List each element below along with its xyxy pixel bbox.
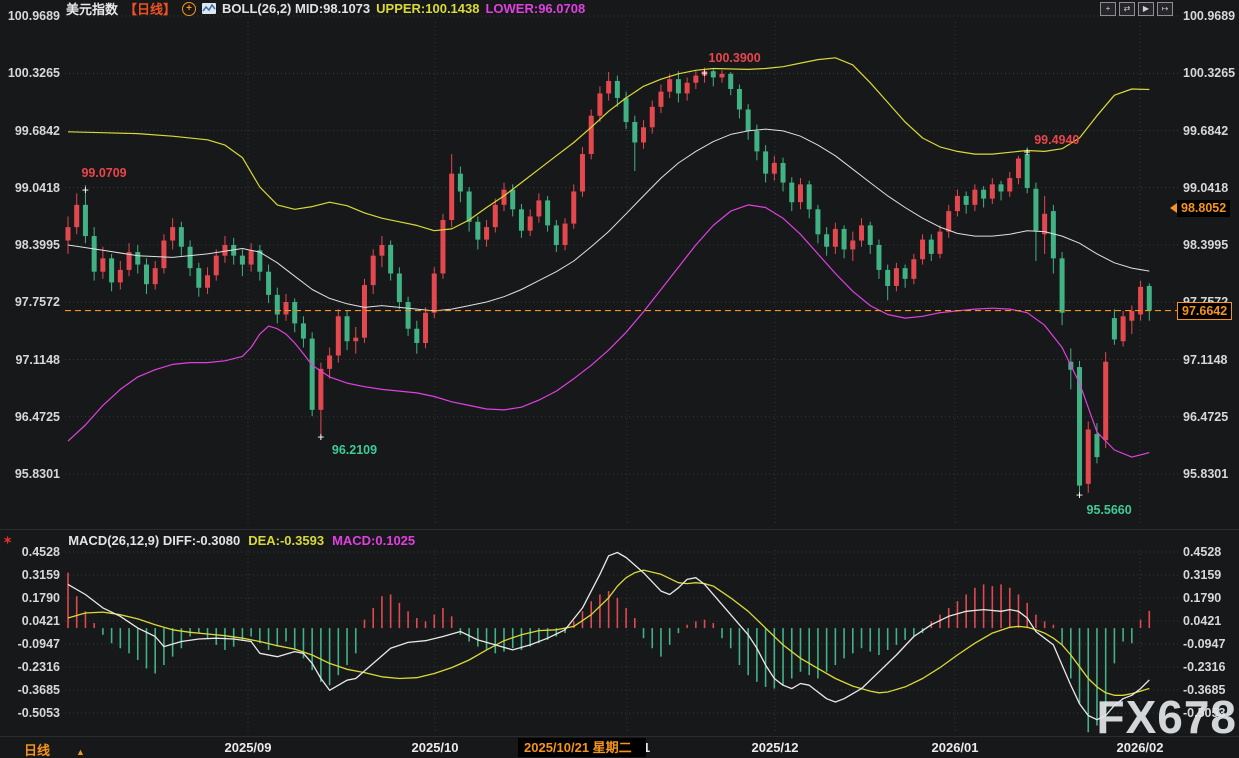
prev-close-badge: 98.8052 bbox=[1170, 199, 1231, 217]
price-axis-label: 100.9689 bbox=[7, 9, 60, 23]
price-axis-label: 100.3265 bbox=[7, 66, 60, 81]
macd-title: MACD(26,12,9) DIFF:-0.3080 bbox=[68, 532, 241, 548]
price-axis-label: 99.6842 bbox=[1183, 123, 1229, 138]
macd-axis-label: 0.1790 bbox=[21, 591, 60, 606]
price-annotation: 95.5660 bbox=[1086, 502, 1132, 517]
playback-icon[interactable]: ▶ bbox=[1138, 2, 1154, 16]
price-annotation: 100.3900 bbox=[708, 50, 761, 65]
macd-axis-label: -0.0947 bbox=[1183, 637, 1226, 651]
price-axis-label: 100.9689 bbox=[1183, 9, 1236, 23]
chart-toolbar: + ⇄ ▶ ↦ bbox=[1100, 2, 1173, 16]
period-selector[interactable]: 日线 ▲ bbox=[24, 743, 85, 758]
prev-close-arrow-icon bbox=[1170, 203, 1177, 214]
chart-header: 美元指数 【日线】 + BOLL(26,2) MID:98.1073 UPPER… bbox=[66, 1, 586, 17]
symbol-name: 美元指数 bbox=[66, 2, 119, 17]
price-axis-label: 95.8301 bbox=[1183, 467, 1229, 482]
extreme-marker-icon: + bbox=[81, 183, 89, 198]
month-label: 2026/01 bbox=[931, 740, 979, 755]
boll-mid-label: BOLL(26,2) MID:98.1073 bbox=[222, 1, 371, 16]
macd-axis-label: 0.0421 bbox=[21, 614, 60, 629]
macd-axis-label: 0.4528 bbox=[1183, 545, 1222, 560]
prev-close-value: 98.8052 bbox=[1177, 199, 1231, 217]
period-tag: 【日线】 bbox=[124, 2, 177, 17]
price-axis-label: 96.4725 bbox=[1183, 409, 1229, 424]
extreme-marker-icon: + bbox=[1076, 487, 1084, 502]
current-price-badge: 97.6642 bbox=[1177, 301, 1233, 320]
macd-axis-label: -0.2316 bbox=[17, 660, 60, 675]
panel-divider bbox=[0, 529, 1239, 530]
month-label: 2025/12 bbox=[751, 740, 799, 755]
extreme-marker-icon: + bbox=[1023, 145, 1031, 160]
month-label: 2025/10 bbox=[411, 740, 459, 755]
dropdown-triangle-icon: ▲ bbox=[76, 747, 85, 757]
macd-axis-label: -0.2316 bbox=[1183, 660, 1226, 675]
crosshair-date-readout: 2025/10/21 星期二 bbox=[518, 738, 646, 757]
move-chart-icon[interactable]: + bbox=[1100, 2, 1116, 16]
price-axis-label: 99.6842 bbox=[14, 123, 60, 138]
price-axis-label: 98.3995 bbox=[1183, 238, 1229, 252]
macd-axis-label: 0.4528 bbox=[21, 545, 60, 560]
month-label: 2025/09 bbox=[224, 740, 272, 755]
macd-axis-label: 0.3159 bbox=[21, 568, 60, 583]
price-axis-label: 99.0418 bbox=[1183, 180, 1229, 195]
price-axis-label: 95.8301 bbox=[14, 467, 60, 482]
zoom-range-icon[interactable]: ⇄ bbox=[1119, 2, 1135, 16]
macd-axis-label: -0.5053 bbox=[1183, 706, 1226, 720]
macd-axis-label: -0.0947 bbox=[17, 637, 60, 651]
macd-macd-label: MACD:0.1025 bbox=[332, 532, 416, 548]
price-annotation: 99.4940 bbox=[1034, 133, 1080, 148]
boll-lower-label: LOWER:96.0708 bbox=[485, 1, 586, 16]
indicator-icon[interactable]: ✶ bbox=[3, 534, 13, 547]
extreme-marker-icon: + bbox=[701, 65, 709, 80]
price-axis-label: 97.7572 bbox=[14, 295, 60, 310]
goto-latest-icon[interactable]: ↦ bbox=[1157, 2, 1173, 16]
macd-axis-label: -0.5053 bbox=[17, 706, 60, 720]
macd-axis-label: 0.3159 bbox=[1183, 568, 1222, 583]
price-axis-label: 98.3995 bbox=[14, 238, 60, 252]
macd-dea-label: DEA:-0.3593 bbox=[248, 532, 325, 548]
extreme-marker-icon: + bbox=[317, 430, 325, 445]
price-axis-label: 97.1148 bbox=[1183, 352, 1228, 367]
macd-axis-label: 0.1790 bbox=[1183, 591, 1222, 606]
macd-axis-label: -0.3685 bbox=[17, 683, 60, 698]
macd-axis-label: 0.0421 bbox=[1183, 614, 1222, 629]
price-axis-label: 99.0418 bbox=[14, 180, 60, 195]
macd-axis-label: -0.3685 bbox=[1183, 683, 1226, 698]
price-annotation: 96.2109 bbox=[331, 443, 378, 458]
price-axis-label: 96.4725 bbox=[14, 409, 60, 424]
price-axis-label: 97.1148 bbox=[15, 352, 61, 367]
boll-upper-label: UPPER:100.1438 bbox=[376, 1, 480, 16]
month-label: 2026/02 bbox=[1116, 740, 1164, 755]
add-indicator-icon[interactable]: + bbox=[182, 1, 197, 16]
macd-header: ✶ MACD(26,12,9) DIFF:-0.3080 DEA:-0.3593… bbox=[3, 532, 415, 548]
time-axis-bar: 日线▲ 2025/092025/102025/112025/122026/012… bbox=[0, 736, 1239, 758]
chart-type-icon[interactable] bbox=[202, 3, 217, 14]
price-axis-label: 100.3265 bbox=[1183, 66, 1236, 81]
watermark: FX678 bbox=[1096, 691, 1237, 743]
price-annotation: 99.0709 bbox=[81, 166, 127, 181]
